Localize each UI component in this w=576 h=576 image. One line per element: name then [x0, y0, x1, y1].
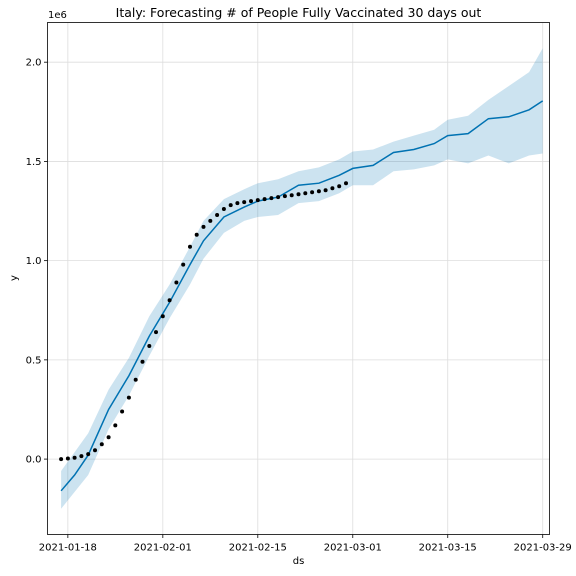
observed-point [106, 435, 111, 440]
observed-point [140, 359, 145, 364]
observed-point [330, 186, 335, 191]
observed-point [72, 455, 77, 460]
x-axis-label: ds [293, 556, 305, 567]
uncertainty-band [61, 48, 543, 509]
observed-point [282, 194, 287, 199]
grid [47, 22, 550, 535]
observed-point [188, 244, 192, 249]
observed-point [269, 196, 274, 201]
observed-point [133, 377, 138, 382]
y-tick-label: 0.5 [26, 355, 42, 366]
observed-point [249, 199, 253, 204]
observed-point [93, 448, 97, 453]
observed-point [160, 314, 165, 319]
observed-point [181, 262, 186, 267]
observed-point [337, 184, 342, 189]
y-offset-label: 1e6 [48, 10, 67, 21]
observed-points [59, 181, 348, 462]
forecast-line [60, 100, 544, 492]
y-tick-label: 2.0 [26, 58, 42, 69]
observed-point [242, 200, 247, 205]
y-tick-label: 1.5 [26, 157, 42, 168]
observed-point [215, 213, 220, 217]
observed-point [194, 232, 199, 237]
observed-point [344, 181, 348, 186]
observed-point [65, 456, 70, 461]
y-tick-label: 1.0 [26, 256, 42, 267]
plot-frame [47, 22, 550, 535]
observed-point [79, 454, 84, 459]
observed-point [59, 457, 64, 462]
x-tick-label: 2021-01-18 [39, 543, 97, 554]
x-tick-label: 2021-03-15 [419, 543, 477, 554]
observed-point [235, 201, 240, 206]
x-tick-label: 2021-02-01 [134, 543, 192, 554]
observed-point [316, 189, 321, 194]
chart-title: Italy: Forecasting # of People Fully Vac… [116, 5, 482, 20]
observed-point [228, 203, 233, 208]
x-tick-label: 2021-03-01 [324, 543, 382, 554]
uncertainty-interval [61, 48, 543, 509]
y-axis-label: y [9, 275, 20, 281]
observed-point [262, 197, 267, 202]
observed-point [276, 195, 281, 200]
observed-point [99, 442, 104, 447]
y-axis-ticks: 0.0 0.5 1.0 1.5 2.0 [26, 58, 48, 466]
observed-point [208, 218, 213, 223]
observed-point [296, 192, 301, 197]
observed-point [303, 191, 308, 196]
observed-point [310, 190, 315, 195]
x-tick-label: 2021-02-15 [229, 543, 287, 554]
x-axis-ticks: 2021-01-18 2021-02-01 2021-02-15 2021-03-01… [39, 534, 572, 554]
observed-point [221, 207, 226, 211]
observed-point [167, 298, 172, 303]
forecast-line-layer [60, 100, 544, 492]
y-tick-label: 0.0 [26, 455, 42, 466]
observed-point [86, 452, 91, 457]
observed-point [201, 224, 206, 229]
observed-point [120, 409, 125, 414]
observed-point [174, 280, 179, 285]
observed-point [147, 344, 152, 348]
observed-point [126, 395, 131, 400]
x-tick-label: 2021-03-29 [514, 543, 572, 554]
observed-point [255, 198, 260, 203]
observed-point [289, 193, 294, 198]
observed-point [113, 423, 118, 428]
observed-point [154, 330, 158, 335]
observed-point [323, 188, 328, 193]
